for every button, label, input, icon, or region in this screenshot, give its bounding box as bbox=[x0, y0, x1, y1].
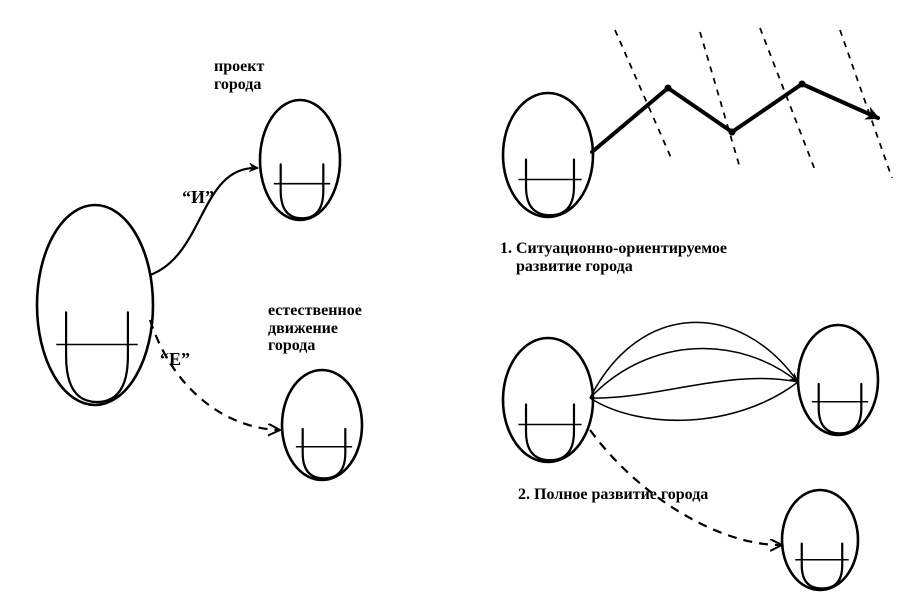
blob-r2-dst-bot-outer bbox=[782, 490, 858, 590]
caption-2: 2. Полное развитие города bbox=[518, 486, 708, 504]
blob-project-inner bbox=[281, 164, 324, 218]
zigzag-node bbox=[665, 85, 672, 92]
diagram-stage: проект города естественное движение горо… bbox=[0, 0, 920, 608]
blob-left-outer bbox=[37, 205, 153, 405]
arrow-e bbox=[150, 320, 278, 430]
context-dash-2 bbox=[760, 28, 815, 170]
blob-r1-src-inner bbox=[526, 160, 574, 216]
bundle-curve-1 bbox=[590, 349, 798, 398]
bundle-curve-3 bbox=[590, 382, 798, 420]
arrow-i bbox=[150, 168, 258, 275]
blob-left-inner bbox=[66, 312, 128, 402]
blob-r2-src-outer bbox=[503, 338, 593, 462]
label-project: проект города bbox=[214, 58, 264, 93]
blob-r2-dst-top-inner bbox=[819, 384, 862, 433]
blob-natural-inner bbox=[303, 429, 346, 478]
shapes-group bbox=[37, 93, 878, 590]
blob-r2-dst-bot-inner bbox=[802, 544, 842, 589]
blob-natural-outer bbox=[282, 370, 362, 480]
label-natural: естественное движение города bbox=[268, 302, 362, 355]
blob-r1-src-outer bbox=[503, 93, 593, 217]
context-dash-0 bbox=[615, 30, 672, 160]
blob-r2-src-inner bbox=[526, 405, 574, 461]
caption-1: 1. Ситуационно-ориентируемое развитие го… bbox=[500, 240, 727, 275]
drawing-layer bbox=[0, 0, 920, 608]
label-e-quote: “Е” bbox=[160, 350, 190, 370]
blob-r2-dst-top-outer bbox=[798, 325, 878, 435]
bundle-curve-2 bbox=[590, 378, 798, 398]
label-i-quote: “И” bbox=[182, 188, 214, 208]
zigzag-node bbox=[799, 81, 806, 88]
blob-project-outer bbox=[260, 100, 340, 220]
bundle-curve-0 bbox=[590, 322, 798, 398]
arrow-zigzag bbox=[592, 84, 878, 152]
context-dash-1 bbox=[700, 32, 740, 168]
